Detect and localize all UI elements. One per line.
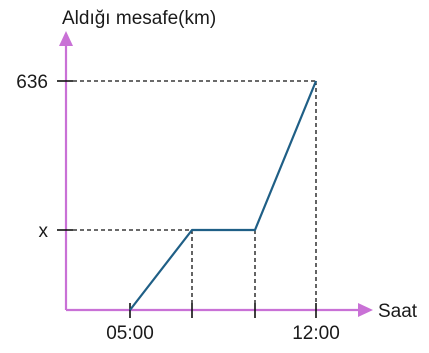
distance-line [129, 80, 318, 311]
y-axis-arrow [59, 31, 73, 46]
y-axis-label: Aldığı mesafe(km) [62, 8, 216, 29]
y-tick-label-x: x [39, 221, 49, 242]
x-axis-label: Saat [378, 301, 418, 322]
y-tick-label-636: 636 [16, 72, 48, 93]
x-axis-arrow [358, 303, 373, 317]
x-tick-label-1200: 12:00 [292, 323, 340, 344]
x-tick-label-0500: 05:00 [106, 323, 154, 344]
guide-lines [73, 80, 317, 303]
